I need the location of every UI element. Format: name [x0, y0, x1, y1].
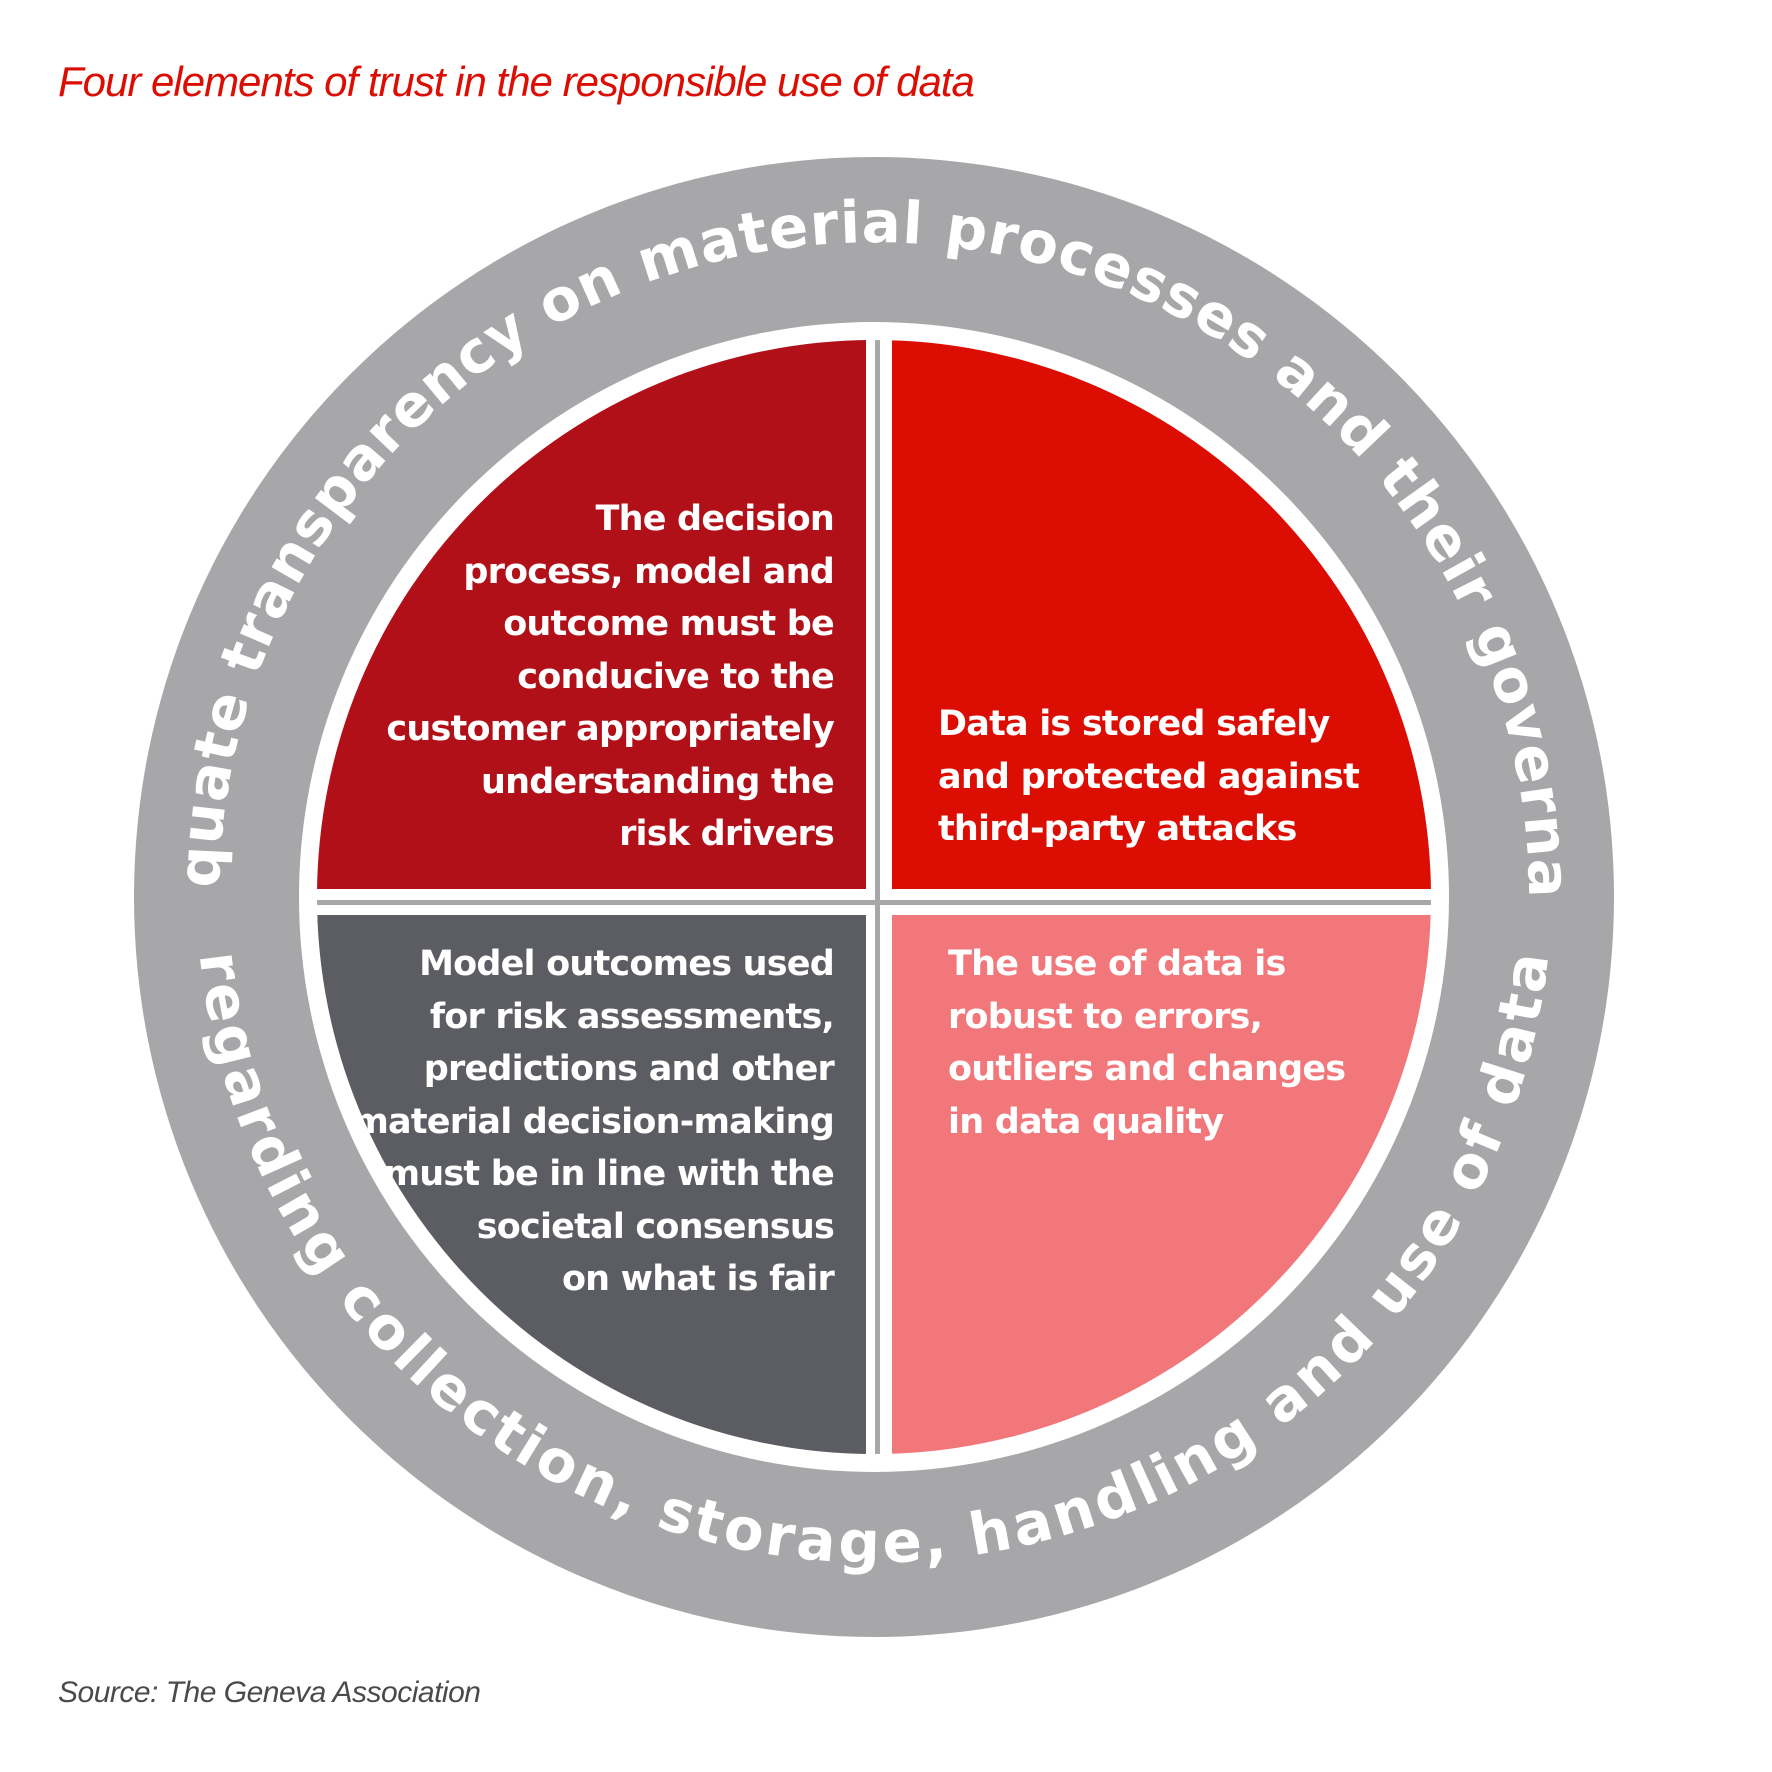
text-line: outcome must be	[503, 604, 835, 644]
text-line: material decision-making	[352, 1101, 834, 1142]
text-line: for risk assessments,	[429, 996, 835, 1037]
text-line: Model outcomes used	[419, 944, 835, 984]
vertical-divider	[875, 340, 880, 1454]
horizontal-divider	[317, 900, 1431, 905]
text-line: risk drivers	[619, 814, 835, 854]
diagram-title: Four elements of trust in the responsibl…	[58, 58, 975, 105]
text-line: third-party attacks	[938, 809, 1297, 849]
quadrant-bottom-left-text: Model outcomes used for risk assessments…	[352, 938, 834, 1306]
text-line: Data is stored safely	[938, 704, 1330, 744]
text-line: understanding the	[481, 761, 835, 802]
text-line: The use of data is	[948, 944, 1286, 984]
source-caption: Source: The Geneva Association	[58, 1676, 481, 1709]
text-line: robust to errors,	[948, 996, 1263, 1037]
text-line: conducive to the	[517, 656, 835, 697]
text-line: outliers and changes	[948, 1049, 1346, 1089]
text-line: must be in line with the	[383, 1154, 835, 1194]
text-line: The decision	[595, 499, 835, 539]
text-line: societal consensus	[476, 1206, 835, 1247]
text-line: and protected against	[938, 756, 1360, 797]
text-line: process, model and	[463, 551, 834, 592]
text-line: on what is fair	[561, 1259, 835, 1299]
quadrant-top-right-text: Data is stored safely and protected agai…	[938, 698, 1360, 856]
quadrant-bottom-right-text: The use of data is robust to errors, out…	[948, 938, 1346, 1148]
text-line: customer appropriately	[386, 709, 834, 749]
text-line: in data quality	[948, 1101, 1224, 1142]
text-line: predictions and other	[423, 1049, 835, 1089]
quadrant-top-left-text: The decision process, model and outcome …	[386, 493, 834, 861]
